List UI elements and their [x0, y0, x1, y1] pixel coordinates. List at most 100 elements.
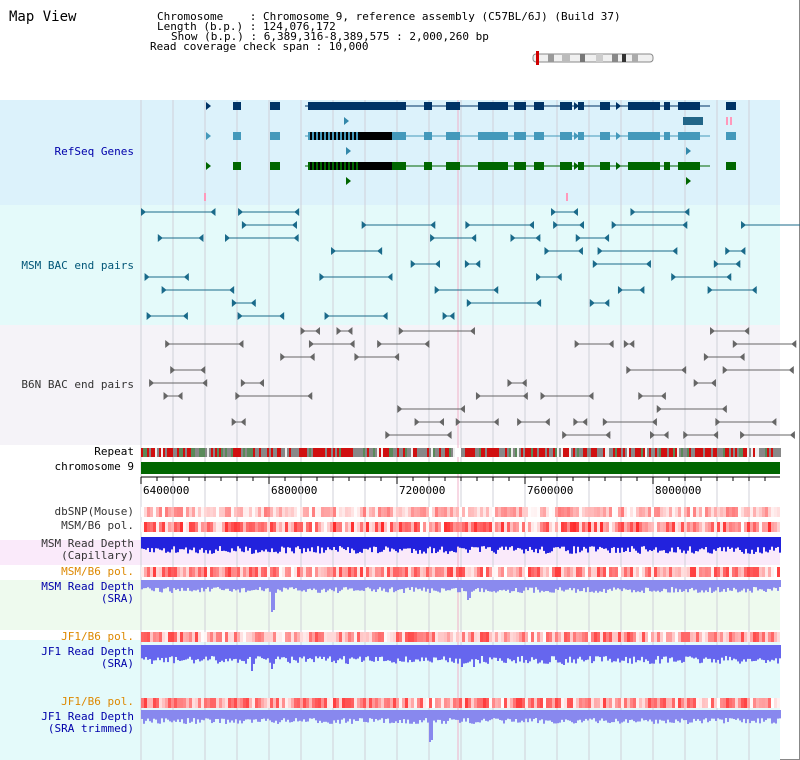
repeat-segment [191, 448, 193, 457]
read-depth-bar [269, 645, 271, 663]
polymorphism-cell [351, 522, 354, 532]
read-depth-bar [275, 580, 277, 593]
read-depth-bar [591, 645, 593, 664]
repeat-segment [273, 448, 275, 457]
read-depth-bar [709, 580, 711, 588]
read-depth-bar [389, 580, 391, 589]
read-depth-bar [519, 645, 521, 662]
polymorphism-cell [231, 522, 234, 532]
polymorphism-cell [582, 522, 585, 532]
read-depth-bar [763, 645, 765, 661]
read-depth-bar [593, 710, 595, 719]
read-depth-bar [263, 710, 265, 719]
repeat-segment [225, 448, 227, 457]
read-depth-bar [777, 537, 779, 547]
read-depth-bar [243, 645, 245, 662]
polymorphism-cell [510, 698, 513, 708]
read-depth-bar [165, 580, 167, 589]
read-depth-bar [427, 645, 429, 661]
read-depth-bar [221, 710, 223, 719]
read-depth-bar [625, 580, 627, 590]
read-depth-bar [705, 537, 707, 548]
read-depth-bar [571, 580, 573, 591]
polymorphism-cell [720, 522, 723, 532]
polymorphism-cell [387, 567, 390, 577]
polymorphism-cell [540, 698, 543, 708]
polymorphism-cell [720, 632, 723, 642]
polymorphism-cell [657, 632, 660, 642]
polymorphism-cell [210, 522, 213, 532]
polymorphism-cell [669, 698, 672, 708]
repeat-segment [141, 448, 143, 457]
polymorphism-cell [303, 567, 306, 577]
read-depth-bar [671, 645, 673, 658]
read-depth-bar [379, 645, 381, 658]
bac-end-marker [377, 340, 383, 348]
polymorphism-cell [411, 698, 414, 708]
read-depth-bar [585, 580, 587, 593]
polymorphism-cell [450, 567, 453, 577]
read-depth-bar [313, 710, 315, 719]
read-depth-bar [425, 710, 427, 719]
read-depth-bar [531, 580, 533, 588]
read-depth-bar [357, 645, 359, 659]
read-depth-bar [729, 580, 731, 591]
repeat-segment [395, 448, 397, 457]
polymorphism-cell [207, 507, 210, 517]
polymorphism-cell [174, 632, 177, 642]
ideogram-band [596, 54, 603, 62]
polymorphism-cell [687, 632, 690, 642]
read-depth-bar [301, 537, 303, 554]
polymorphism-cell [669, 632, 672, 642]
polymorphism-cell [444, 522, 447, 532]
read-depth-bar [397, 580, 399, 591]
read-depth-bar [661, 537, 663, 551]
polymorphism-cell [147, 522, 150, 532]
read-depth-bar [279, 645, 281, 660]
read-depth-bar [433, 537, 435, 549]
read-depth-bar [749, 645, 751, 659]
read-depth-bar [701, 710, 703, 724]
repeat-segment [497, 448, 499, 457]
polymorphism-cell [468, 507, 471, 517]
read-depth-bar [261, 710, 263, 720]
polymorphism-cell [321, 522, 324, 532]
polymorphism-cell [201, 632, 204, 642]
read-depth-bar [563, 645, 565, 665]
polymorphism-cell [186, 698, 189, 708]
repeat-segment [303, 448, 305, 457]
read-depth-bar [325, 537, 327, 551]
polymorphism-cell [522, 507, 525, 517]
polymorphism-cell [732, 567, 735, 577]
bac-end-marker [385, 431, 391, 439]
polymorphism-cell [753, 567, 756, 577]
read-depth-bar [327, 537, 329, 548]
repeat-segment [503, 448, 505, 457]
repeat-segment [515, 448, 517, 457]
read-depth-bar [259, 645, 261, 657]
polymorphism-cell [339, 567, 342, 577]
read-depth-bar [143, 537, 145, 549]
polymorphism-cell [585, 507, 588, 517]
read-depth-bar [387, 537, 389, 548]
read-depth-bar [727, 710, 729, 722]
read-depth-bar [743, 645, 745, 660]
gene-exon-dense [338, 162, 340, 170]
read-depth-bar [165, 645, 167, 658]
polymorphism-cell [219, 507, 222, 517]
polymorphism-cell [507, 507, 510, 517]
read-depth-bar [563, 580, 565, 592]
bac-end-marker [238, 340, 244, 348]
polymorphism-cell [162, 698, 165, 708]
bac-end-marker [553, 221, 559, 229]
read-depth-bar [557, 537, 559, 548]
read-depth-bar [315, 580, 317, 590]
read-depth-bar [743, 537, 745, 554]
read-depth-bar [351, 710, 353, 724]
polymorphism-cell [498, 522, 501, 532]
polymorphism-cell [579, 507, 582, 517]
read-depth-bar [401, 645, 403, 662]
polymorphism-cell [678, 567, 681, 577]
info-length: Length (b.p.) : 124,076,172 [157, 20, 336, 33]
